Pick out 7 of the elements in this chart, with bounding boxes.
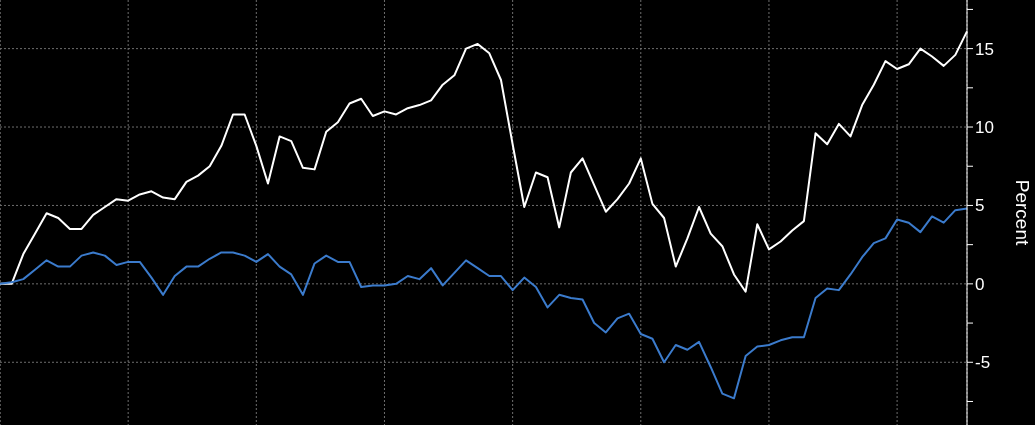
y-tick-label: -5: [975, 353, 991, 373]
line-series: [0, 207, 968, 400]
y-tick-label: 5: [975, 196, 985, 216]
y-axis-title: Percent: [1011, 179, 1033, 246]
y-tick-label: 10: [975, 118, 994, 138]
y-tick-label: 15: [975, 39, 994, 59]
y-tick-label: 0: [975, 274, 985, 294]
